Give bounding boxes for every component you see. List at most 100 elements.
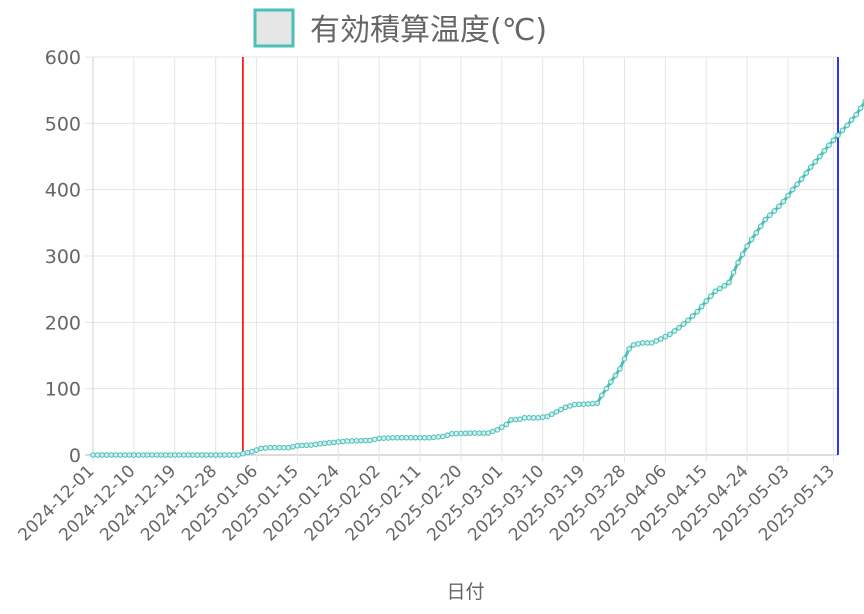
data-point — [639, 340, 646, 346]
data-point — [821, 148, 828, 154]
data-point — [94, 452, 101, 458]
data-point — [698, 303, 705, 310]
data-point — [598, 392, 605, 399]
data-point — [453, 430, 460, 437]
data-point — [362, 437, 369, 444]
legend-swatch[interactable] — [253, 8, 295, 48]
data-point — [644, 340, 651, 346]
y-tick-label: 600 — [45, 47, 81, 69]
data-point — [280, 444, 287, 451]
data-point — [122, 452, 128, 458]
data-point — [290, 443, 296, 450]
data-point — [489, 428, 496, 435]
data-point — [485, 430, 492, 436]
data-point — [839, 127, 846, 134]
data-point — [117, 452, 124, 458]
data-point — [817, 153, 823, 160]
data-point — [176, 452, 183, 458]
data-point — [426, 434, 432, 441]
data-point — [549, 411, 555, 418]
data-point — [380, 435, 387, 442]
data-point — [330, 439, 337, 446]
data-point — [462, 430, 469, 437]
data-point — [653, 338, 660, 344]
y-tick-label: 0 — [69, 445, 81, 467]
data-point — [521, 415, 528, 421]
data-point — [848, 117, 855, 123]
data-point — [203, 452, 210, 458]
data-point — [785, 192, 791, 199]
data-point — [685, 317, 691, 324]
data-point — [721, 283, 728, 289]
data-point — [580, 401, 587, 407]
data-point — [221, 452, 228, 458]
legend[interactable]: 有効積算温度(℃) — [253, 8, 547, 48]
data-point — [662, 333, 669, 340]
data-point — [776, 203, 782, 210]
reference-lines — [242, 57, 839, 455]
data-point — [544, 413, 551, 420]
data-point — [467, 430, 473, 436]
y-tick-label: 200 — [45, 312, 81, 334]
data-point — [226, 452, 233, 458]
data-point — [135, 452, 142, 458]
data-point — [158, 452, 164, 458]
data-point — [430, 434, 437, 441]
data-point — [812, 159, 819, 165]
data-point — [271, 444, 278, 451]
data-point — [181, 452, 187, 458]
data-point — [444, 432, 451, 438]
data-point — [326, 440, 333, 446]
data-point — [303, 442, 310, 449]
data-point — [712, 288, 719, 294]
data-point — [630, 342, 637, 348]
data-point — [262, 445, 269, 451]
data-point — [240, 450, 246, 457]
data-point — [90, 452, 96, 458]
data-point — [258, 445, 264, 452]
data-point — [417, 434, 423, 441]
data-point — [830, 137, 837, 144]
data-point — [530, 415, 537, 421]
data-point — [208, 452, 214, 458]
data-point — [435, 434, 442, 440]
data-point — [562, 404, 569, 411]
data-point — [680, 321, 687, 327]
data-point — [539, 414, 546, 420]
legend-label[interactable]: 有効積算温度(℃) — [310, 13, 547, 48]
data-point — [517, 416, 523, 422]
data-point — [844, 122, 850, 129]
data-point — [744, 243, 750, 249]
data-point — [367, 437, 373, 444]
data-point — [753, 229, 760, 236]
data-point — [399, 434, 405, 441]
data-point — [231, 452, 237, 458]
data-point — [103, 452, 110, 458]
grid — [85, 56, 838, 462]
data-point — [476, 430, 482, 436]
data-point — [353, 438, 360, 444]
data-point — [589, 400, 596, 407]
data-point — [167, 452, 174, 458]
data-point — [235, 452, 242, 458]
data-point — [730, 269, 737, 276]
data-point — [194, 452, 201, 458]
data-point — [421, 434, 428, 441]
data-point — [312, 441, 319, 448]
data-point — [739, 251, 746, 258]
data-point — [390, 434, 396, 441]
data-point — [412, 434, 419, 441]
data-point — [376, 435, 382, 442]
data-point — [671, 328, 678, 334]
data-point — [553, 409, 560, 415]
series-line — [93, 100, 864, 457]
data-point — [648, 340, 655, 346]
data-point — [131, 452, 137, 458]
data-point — [503, 421, 510, 428]
data-point — [689, 313, 696, 319]
data-point — [571, 401, 578, 408]
data-point — [249, 448, 255, 455]
data-point — [499, 424, 505, 430]
